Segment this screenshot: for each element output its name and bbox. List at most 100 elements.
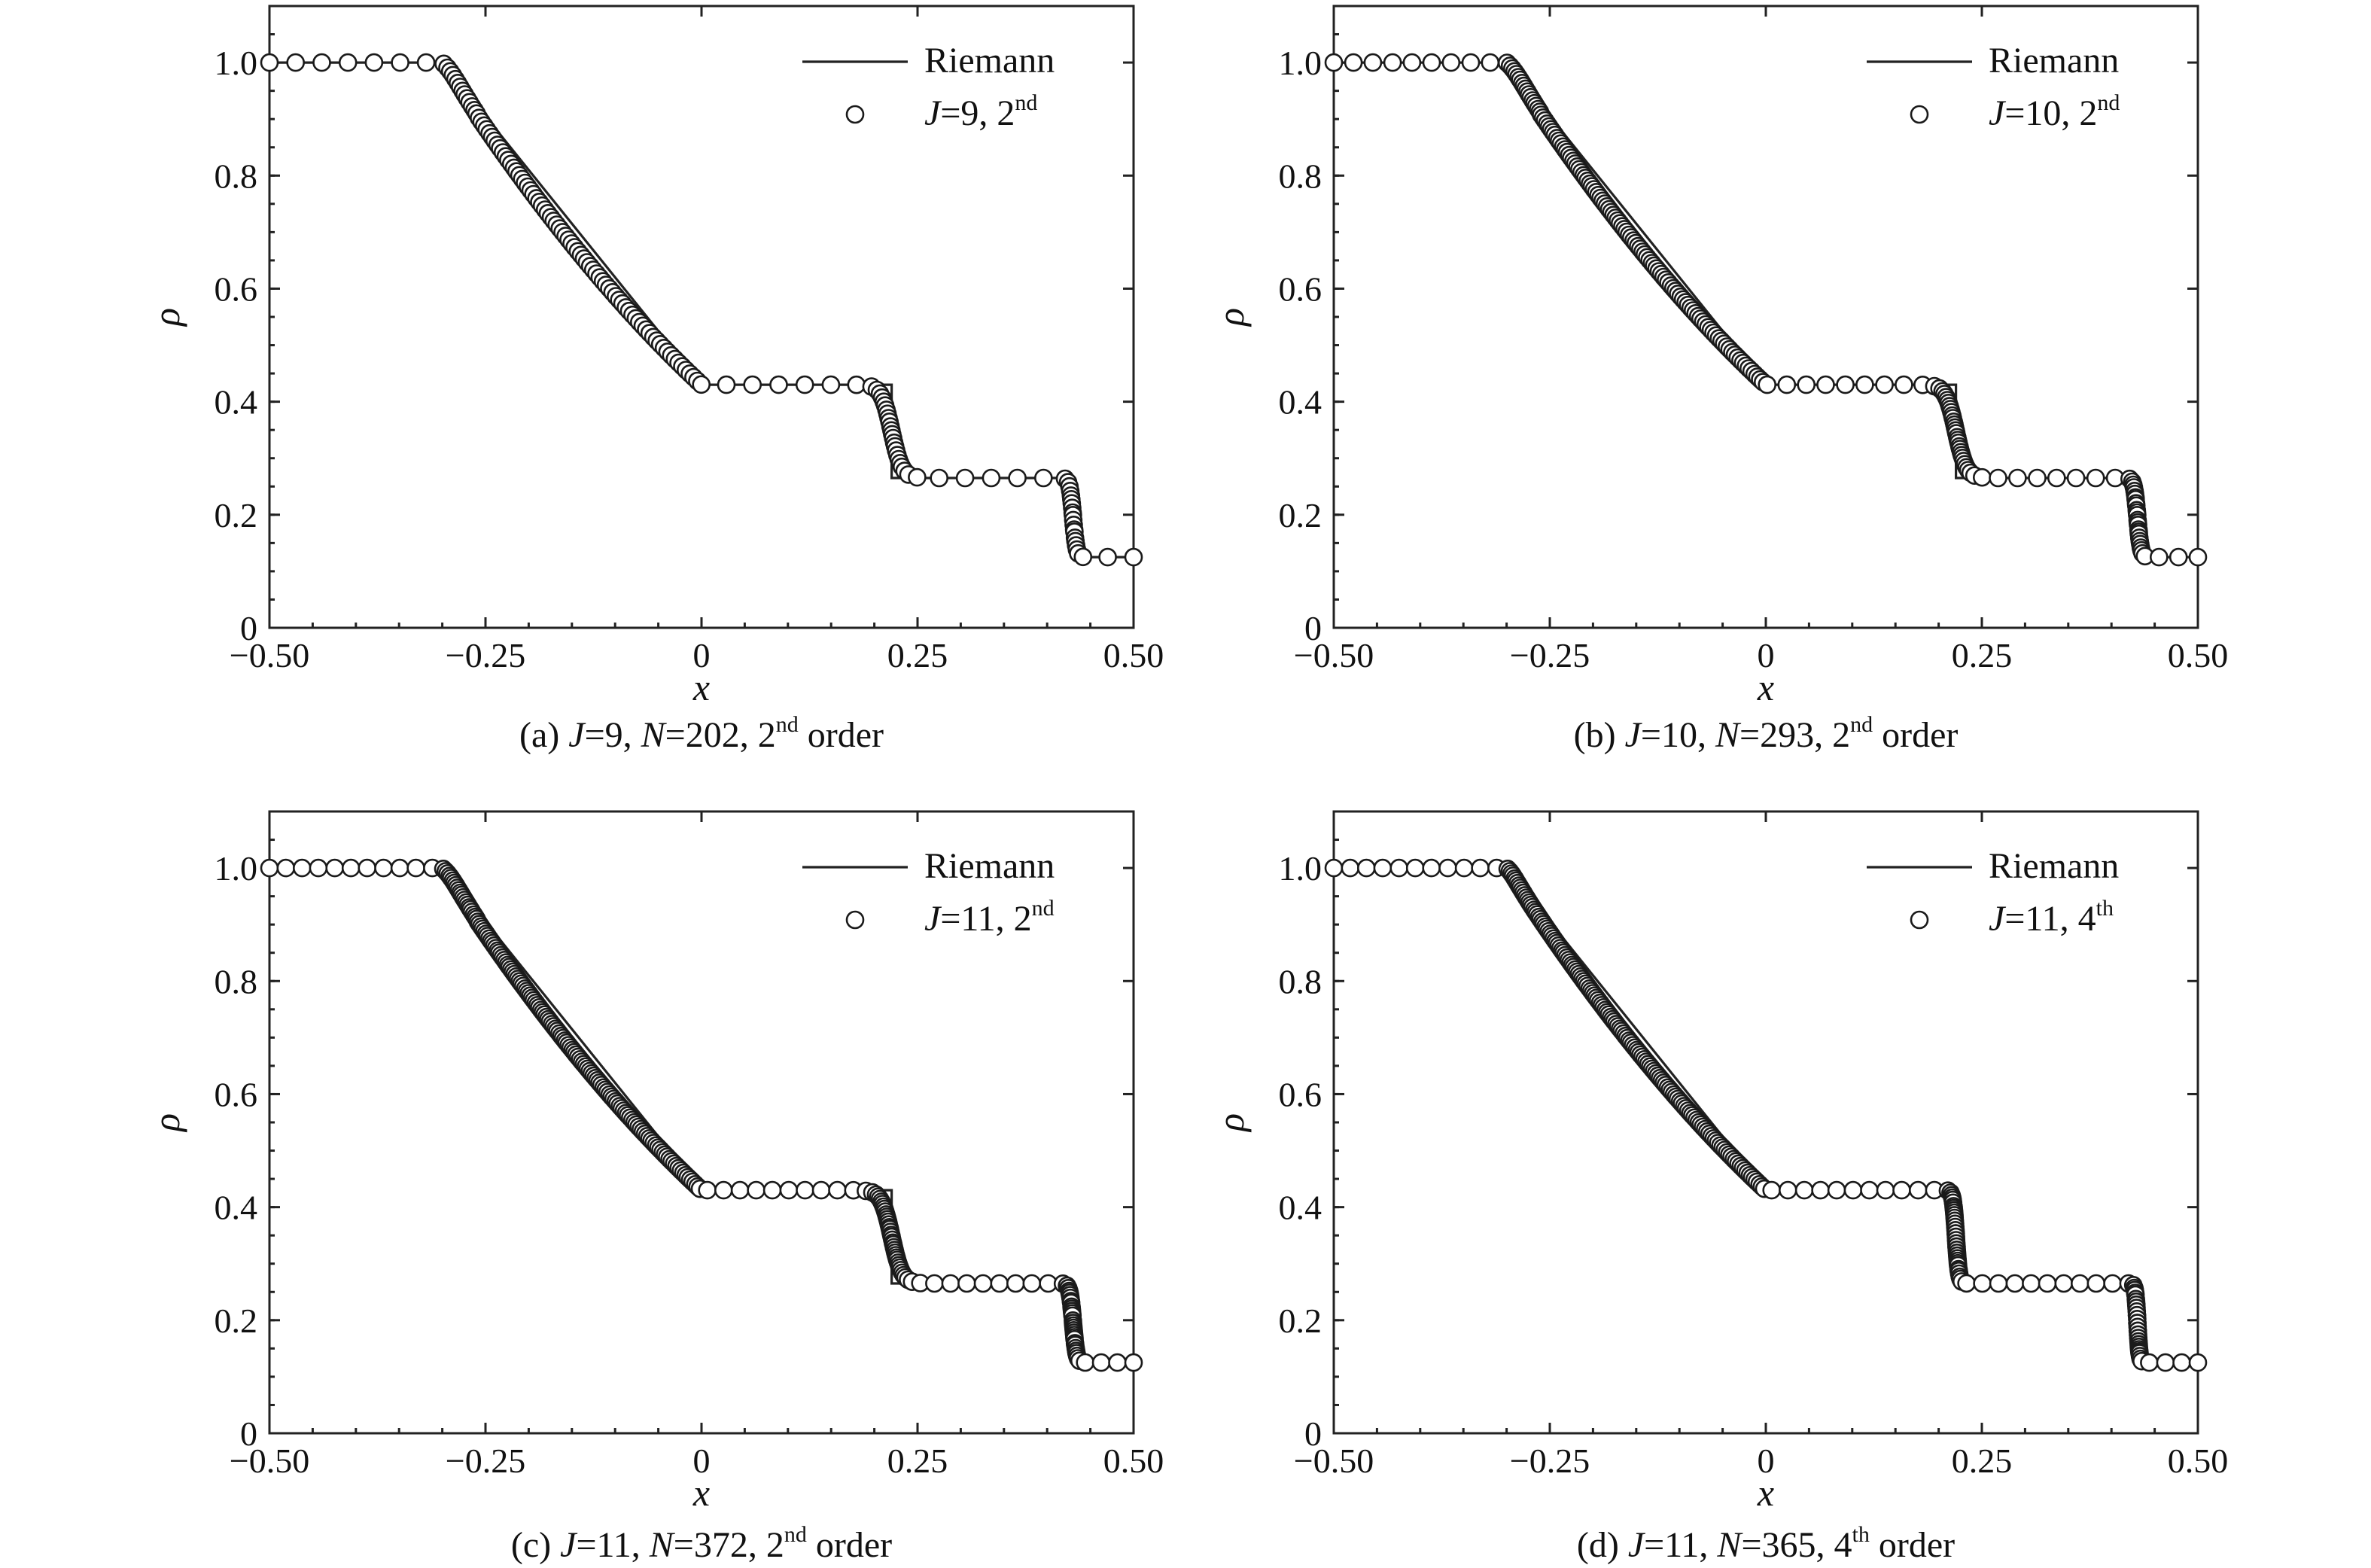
y-tick-label: 0.6 [1279,1075,1322,1113]
data-point [1344,53,1363,72]
data-point [2150,547,2169,567]
data-point [1895,375,1913,394]
data-point [1876,1180,1895,1200]
data-point [1405,858,1425,878]
data-point [795,375,814,394]
data-point [2054,1274,2074,1293]
x-tick-label: 0 [1758,1442,1775,1480]
y-axis-label: ρ [1210,308,1252,327]
x-tick-label: −0.25 [446,1442,525,1480]
data-point [1797,375,1816,394]
legend: Riemann J=10, 2nd [1867,41,2120,133]
y-tick-label: 0.2 [215,1302,258,1340]
legend-points-label: J=11, 4th [1989,896,2114,939]
data-point [1836,375,1855,394]
data-point [908,467,927,487]
data-point [292,858,312,878]
data-point [1758,375,1776,394]
x-tick-label: 0.25 [1952,1442,2013,1480]
y-tick-label: 0.8 [215,157,258,195]
data-point [260,858,279,878]
data-point [828,1180,847,1200]
x-tick-label: 0 [1758,636,1775,674]
data-point [730,1180,750,1200]
y-axis-label: ρ [145,308,187,327]
y-tick-label: 0 [1304,1414,1322,1453]
data-point [2008,468,2027,488]
legend-points-swatch [1910,910,1929,930]
data-point [1091,1353,1111,1372]
x-tick-label: 0 [693,636,711,674]
y-tick-label: 0.4 [1279,1189,1322,1227]
data-point [796,1180,814,1200]
data-point [1461,53,1481,72]
data-point [1816,375,1835,394]
y-tick-label: 0.8 [215,962,258,1000]
data-point [1357,858,1376,878]
data-point [1341,858,1360,878]
y-tick-label: 1.0 [215,849,258,888]
data-point [941,1274,960,1293]
panel-4: −0.50 −0.25 0 0.25 0.50 0 0.2 0.4 0.6 0.8 1.0 x ρ Rie… [1210,810,2228,1565]
data-point [1073,547,1093,567]
x-tick-label: 0.50 [1103,636,1164,674]
data-point [2140,1353,2159,1372]
x-axis-label: x [692,1472,710,1514]
legend-points-swatch [845,105,865,124]
y-tick-label: 0.2 [215,496,258,534]
data-point [1989,468,2007,488]
data-point [312,53,331,72]
legend-points-label: J=9, 2nd [924,90,1037,133]
data-point [955,468,975,488]
legend-riemann-label: Riemann [1989,846,2119,886]
data-point [982,468,1001,488]
data-point [1363,53,1383,72]
data-point [811,1180,831,1200]
data-point [1438,858,1457,878]
data-point [1324,858,1344,878]
y-tick-label: 0.8 [1279,157,1322,195]
data-point [406,858,425,878]
y-tick-label: 1.0 [1279,849,1322,888]
panel-3: −0.50 −0.25 0 0.25 0.50 0 0.2 0.4 0.6 0.8 1.0 x ρ Rie… [145,810,1164,1565]
data-point [925,1274,944,1293]
data-point [714,1180,733,1200]
data-point [1957,1274,1976,1293]
data-point [990,1274,1009,1293]
data-point [276,858,296,878]
x-tick-label: −0.50 [230,1442,309,1480]
data-point [1843,1180,1863,1200]
data-point [957,1274,976,1293]
data-point [1454,858,1474,878]
data-point [1034,468,1053,488]
data-point [769,375,788,394]
data-point [930,468,948,488]
data-point [2071,1274,2089,1293]
data-point [2172,1353,2191,1372]
data-point [2156,1353,2175,1372]
y-tick-label: 0.2 [1279,496,1322,534]
series-numerical-points [260,858,1143,1372]
x-tick-label: 0.50 [2168,636,2229,674]
legend-riemann-label: Riemann [924,41,1055,81]
data-point [1022,1274,1042,1293]
data-point [1481,53,1500,72]
data-point [1324,53,1344,72]
series-riemann-line [269,61,1134,559]
legend-points-label: J=10, 2nd [1989,90,2120,133]
x-tick-label: 0.25 [887,636,948,674]
data-point [743,375,762,394]
data-point [1108,1353,1127,1372]
y-axis-label: ρ [1210,1113,1252,1133]
data-point [1794,1180,1814,1200]
x-tick-label: −0.25 [446,636,525,674]
data-point [391,53,409,72]
data-point [1973,1274,1992,1293]
x-tick-label: −0.50 [1294,636,1374,674]
y-tick-label: 0.6 [215,269,258,308]
data-point [1989,1274,2008,1293]
data-point [1471,858,1490,878]
panel-2: −0.50 −0.25 0 0.25 0.50 0 0.2 0.4 0.6 0.8 1.0 x ρ Rie… [1210,5,2229,755]
data-point [1389,858,1408,878]
